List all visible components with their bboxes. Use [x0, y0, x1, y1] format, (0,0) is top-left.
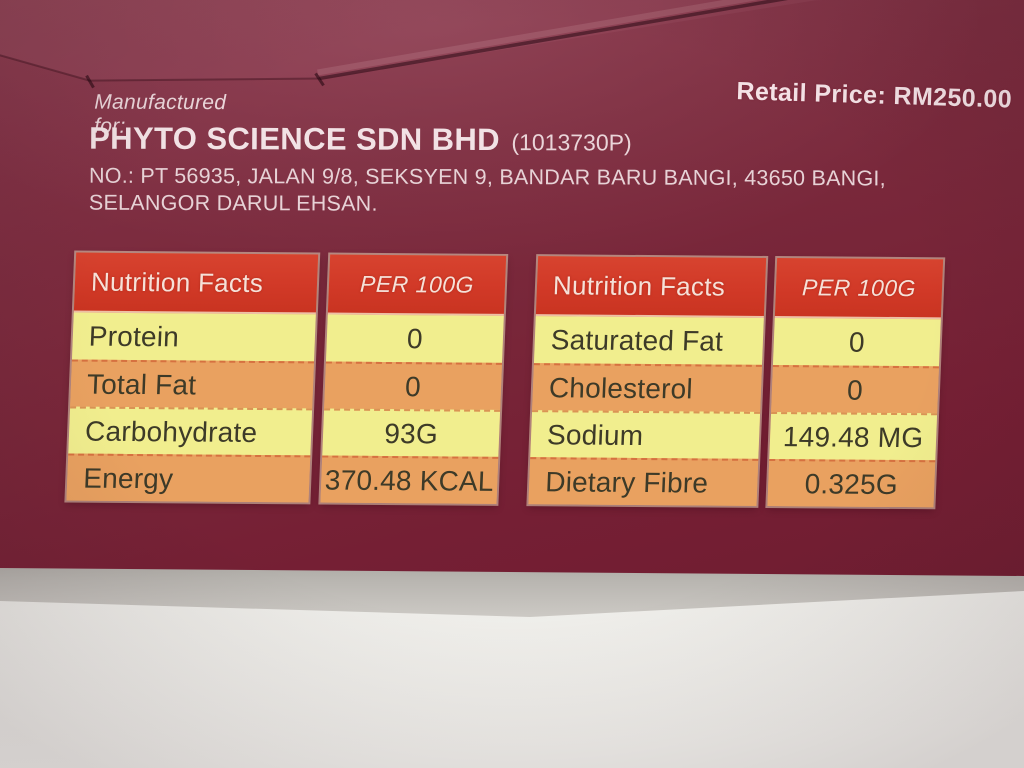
company-registration-number: (1013730P): [511, 129, 632, 156]
company-name: PHYTO SCIENCE SDN BHD: [89, 120, 501, 158]
nutrition-table-2-label-column: Nutrition Facts Saturated Fat Cholestero…: [528, 256, 767, 506]
row-label-dietary-fibre: Dietary Fibre: [528, 457, 759, 506]
nutrition-facts-header-1: Nutrition Facts: [73, 252, 319, 315]
row-value-cholesterol: 0: [771, 365, 939, 414]
flap-edge-shadow: [319, 0, 834, 81]
row-value-total-fat: 0: [324, 361, 502, 410]
box-flap-crease: [0, 0, 1024, 89]
company-line: PHYTO SCIENCE SDN BHD (1013730P): [89, 121, 632, 159]
row-label-sodium: Sodium: [530, 410, 761, 459]
nutrition-table-1-value-column: PER 100G 0 0 93G 370.48 KCAL: [320, 254, 507, 504]
flap-notch-left: [85, 74, 95, 89]
nutrition-tables: Nutrition Facts Protein Total Fat Carboh…: [0, 252, 1024, 508]
flap-edge-highlight: [317, 0, 832, 76]
address-line-1: NO.: PT 56935, JALAN 9/8, SEKSYEN 9, BAN…: [88, 163, 886, 191]
row-value-saturated-fat: 0: [772, 318, 941, 367]
per-100g-header-1: PER 100G: [327, 254, 507, 316]
box-lid-area: [0, 0, 1024, 81]
row-label-cholesterol: Cholesterol: [532, 363, 762, 412]
row-value-carbohydrate: 93G: [322, 408, 501, 457]
nutrition-table-2-value-column: PER 100G 0 0 149.48 MG 0.325G: [767, 258, 944, 508]
flap-notch-right: [314, 72, 325, 87]
row-label-saturated-fat: Saturated Fat: [533, 316, 764, 365]
row-value-sodium: 149.48 MG: [769, 412, 938, 461]
nutrition-table-1-label-column: Nutrition Facts Protein Total Fat Carboh…: [66, 252, 319, 503]
row-value-energy: 370.48 KCAL: [320, 455, 499, 504]
per-100g-header-2: PER 100G: [774, 258, 944, 320]
row-label-energy: Energy: [66, 453, 311, 503]
row-label-total-fat: Total Fat: [70, 359, 314, 409]
row-label-protein: Protein: [71, 312, 316, 362]
address-line-2: SELANGOR DARUL EHSAN.: [88, 190, 378, 216]
nutrition-facts-header-2: Nutrition Facts: [535, 256, 767, 318]
row-value-dietary-fibre: 0.325G: [767, 458, 936, 508]
row-label-carbohydrate: Carbohydrate: [68, 406, 313, 456]
row-value-protein: 0: [325, 314, 504, 363]
maroon-box-front: Retail Price: RM250.00 Manufactured for:…: [0, 0, 1024, 577]
